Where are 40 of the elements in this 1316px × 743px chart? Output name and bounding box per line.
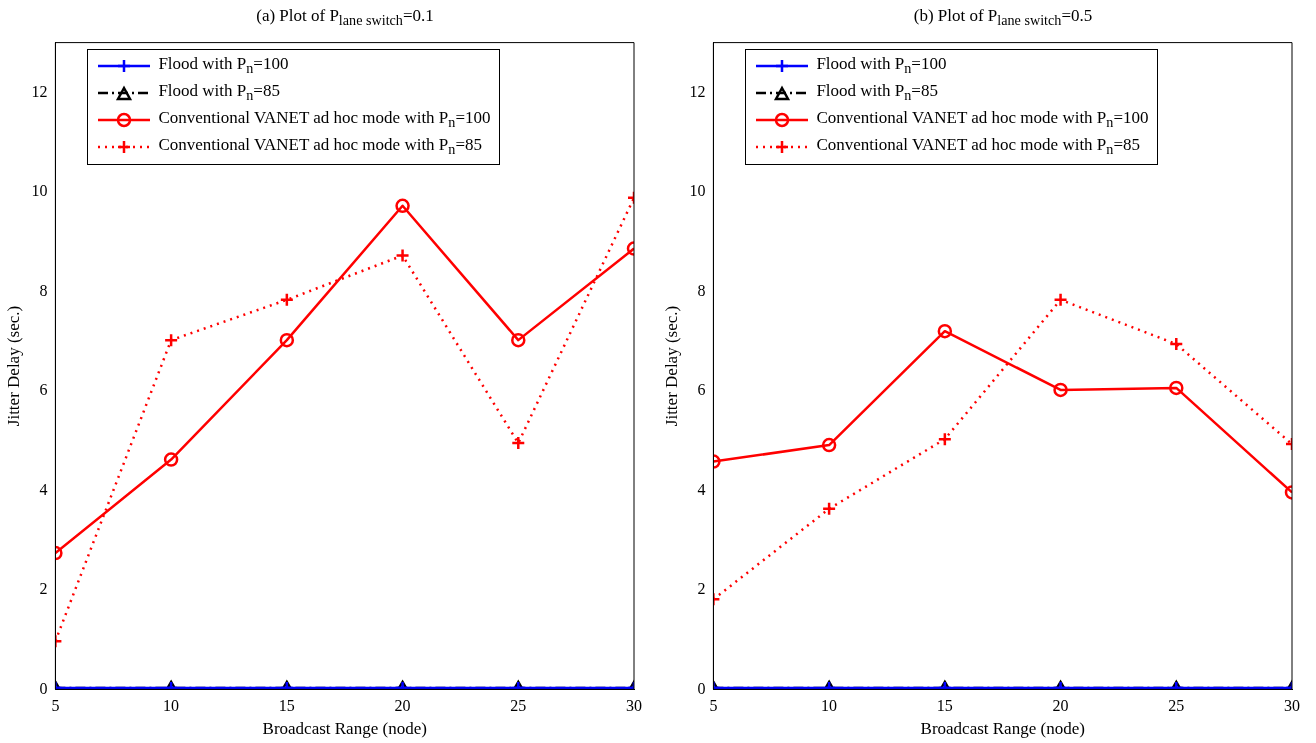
y-tick-label: 6 [39,381,48,399]
y-tick-label: 0 [697,679,706,697]
x-tick-label: 5 [709,697,718,715]
legend-label: Conventional VANET ad hoc mode with P$_{n}$=100 [158,108,491,132]
chart-title: (a) Plot of P$_{lane switch}$=0.1 [255,6,435,30]
y-tick-label: 4 [697,480,706,498]
legend-label: Flood with P$_{n}$=100 [816,54,947,78]
x-axis-title: Broadcast Range (node) [262,719,427,739]
x-tick-label: 10 [163,697,180,715]
y-axis-title: Jitter Delay (sec.) [661,305,681,427]
y-tick-label: 2 [39,580,48,598]
y-tick-label: 12 [31,82,48,100]
y-tick-label: 6 [697,381,706,399]
legend-label: Conventional VANET ad hoc mode with P$_{n}$=85 [816,135,1140,159]
y-tick-label: 4 [39,480,48,498]
y-tick-label: 12 [689,82,706,100]
y-tick-label: 2 [697,580,706,598]
y-axis-title: Jitter Delay (sec.) [3,305,23,427]
y-tick-label: 10 [689,182,706,200]
x-tick-label: 20 [1052,697,1069,715]
chart-title: (b) Plot of P$_{lane switch}$=0.5 [912,6,1094,30]
x-tick-label: 30 [1284,697,1300,715]
legend-label: Flood with P$_{n}$=85 [816,81,938,105]
x-tick-label: 15 [278,697,295,715]
y-tick-label: 8 [697,281,706,299]
y-tick-label: 0 [39,679,48,697]
x-tick-label: 25 [1168,697,1185,715]
y-tick-label: 10 [31,182,48,200]
x-tick-label: 25 [510,697,527,715]
x-axis-title: Broadcast Range (node) [920,719,1085,739]
x-tick-label: 20 [394,697,411,715]
legend-label: Flood with P$_{n}$=100 [158,54,289,78]
x-tick-label: 30 [626,697,642,715]
x-tick-label: 10 [821,697,838,715]
y-tick-label: 8 [39,281,48,299]
x-tick-label: 15 [936,697,953,715]
legend-label: Conventional VANET ad hoc mode with P$_{n}$=100 [816,108,1149,132]
legend-label: Flood with P$_{n}$=85 [158,81,280,105]
legend-label: Conventional VANET ad hoc mode with P$_{n}$=85 [158,135,482,159]
x-tick-label: 5 [51,697,60,715]
